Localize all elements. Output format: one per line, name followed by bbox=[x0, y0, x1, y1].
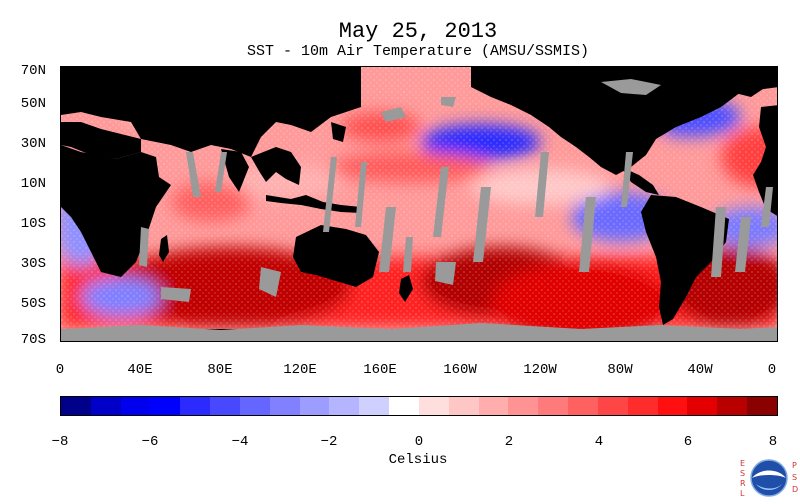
lon-label-40w: 40W bbox=[687, 362, 713, 378]
colorbar-segment bbox=[90, 397, 121, 415]
colorbar-segment bbox=[448, 397, 479, 415]
colorbar-tick-label: 2 bbox=[504, 434, 514, 450]
lon-label-80e: 80E bbox=[207, 362, 233, 378]
lon-label-0-left: 0 bbox=[55, 362, 65, 378]
colorbar-unit-label: Celsius bbox=[388, 452, 448, 468]
colorbar-segment bbox=[747, 397, 777, 415]
colorbar-segment bbox=[627, 397, 658, 415]
lat-label-10n: 10N bbox=[20, 176, 46, 192]
colorbar-segment bbox=[717, 397, 748, 415]
colorbar-tick-label: −4 bbox=[231, 434, 249, 450]
colorbar-tick-label: −8 bbox=[51, 434, 69, 450]
svg-text:S: S bbox=[740, 469, 745, 478]
lat-label-50n: 50N bbox=[20, 96, 46, 112]
colorbar-tick-label: 0 bbox=[414, 434, 424, 450]
colorbar-segment bbox=[61, 397, 91, 415]
colorbar-segment bbox=[478, 397, 509, 415]
colorbar-segment bbox=[657, 397, 688, 415]
svg-text:E: E bbox=[740, 459, 745, 468]
colorbar-segment bbox=[389, 397, 419, 415]
colorbar-segment bbox=[210, 397, 240, 415]
lat-label-70n: 70N bbox=[20, 63, 46, 79]
map-canvas bbox=[61, 67, 777, 341]
svg-text:S: S bbox=[792, 473, 797, 482]
colorbar-segment bbox=[269, 397, 300, 415]
svg-text:R: R bbox=[740, 479, 746, 488]
colorbar-segment bbox=[299, 397, 330, 415]
colorbar-segment bbox=[359, 397, 390, 415]
colorbar-segment bbox=[687, 397, 718, 415]
lat-label-30s: 30S bbox=[20, 256, 46, 272]
colorbar-segment bbox=[597, 397, 628, 415]
noaa-logo-icon: E S R L P S D bbox=[738, 454, 800, 500]
colorbar-segment bbox=[120, 397, 151, 415]
colorbar-segment bbox=[538, 397, 569, 415]
colorbar-segment bbox=[568, 397, 598, 415]
colorbar-segment bbox=[329, 397, 360, 415]
colorbar-tick-label: −6 bbox=[141, 434, 159, 450]
lat-label-30n: 30N bbox=[20, 136, 46, 152]
no-data-regions bbox=[61, 79, 777, 341]
lat-label-50s: 50S bbox=[20, 296, 46, 312]
colorbar-segment bbox=[180, 397, 211, 415]
lon-label-80w: 80W bbox=[607, 362, 633, 378]
lat-label-70s: 70S bbox=[20, 332, 46, 348]
lon-label-40e: 40E bbox=[127, 362, 153, 378]
lon-label-0-right: 0 bbox=[767, 362, 777, 378]
lon-label-160e: 160E bbox=[363, 362, 397, 378]
colorbar-segment bbox=[418, 397, 449, 415]
colorbar-tick-label: 8 bbox=[768, 434, 778, 450]
map-subtitle: SST - 10m Air Temperature (AMSU/SSMIS) bbox=[246, 43, 590, 60]
colorbar-segment bbox=[239, 397, 270, 415]
colorbar-tick-label: 4 bbox=[594, 434, 604, 450]
colorbar-segment bbox=[508, 397, 539, 415]
svg-text:D: D bbox=[792, 485, 798, 494]
esrl-letters: E S R L bbox=[740, 459, 746, 498]
lon-label-120e: 120E bbox=[283, 362, 317, 378]
colorbar bbox=[60, 396, 778, 416]
map-title: May 25, 2013 bbox=[338, 19, 498, 44]
sst-anomaly-map bbox=[60, 66, 778, 342]
svg-text:L: L bbox=[740, 489, 745, 498]
psd-letters: P S D bbox=[792, 461, 798, 494]
colorbar-segment bbox=[150, 397, 181, 415]
lat-label-10s: 10S bbox=[20, 216, 46, 232]
svg-text:P: P bbox=[792, 461, 797, 470]
colorbar-tick-label: 6 bbox=[683, 434, 693, 450]
lon-label-120w: 120W bbox=[523, 362, 557, 378]
lon-label-160w: 160W bbox=[443, 362, 477, 378]
colorbar-tick-label: −2 bbox=[320, 434, 338, 450]
